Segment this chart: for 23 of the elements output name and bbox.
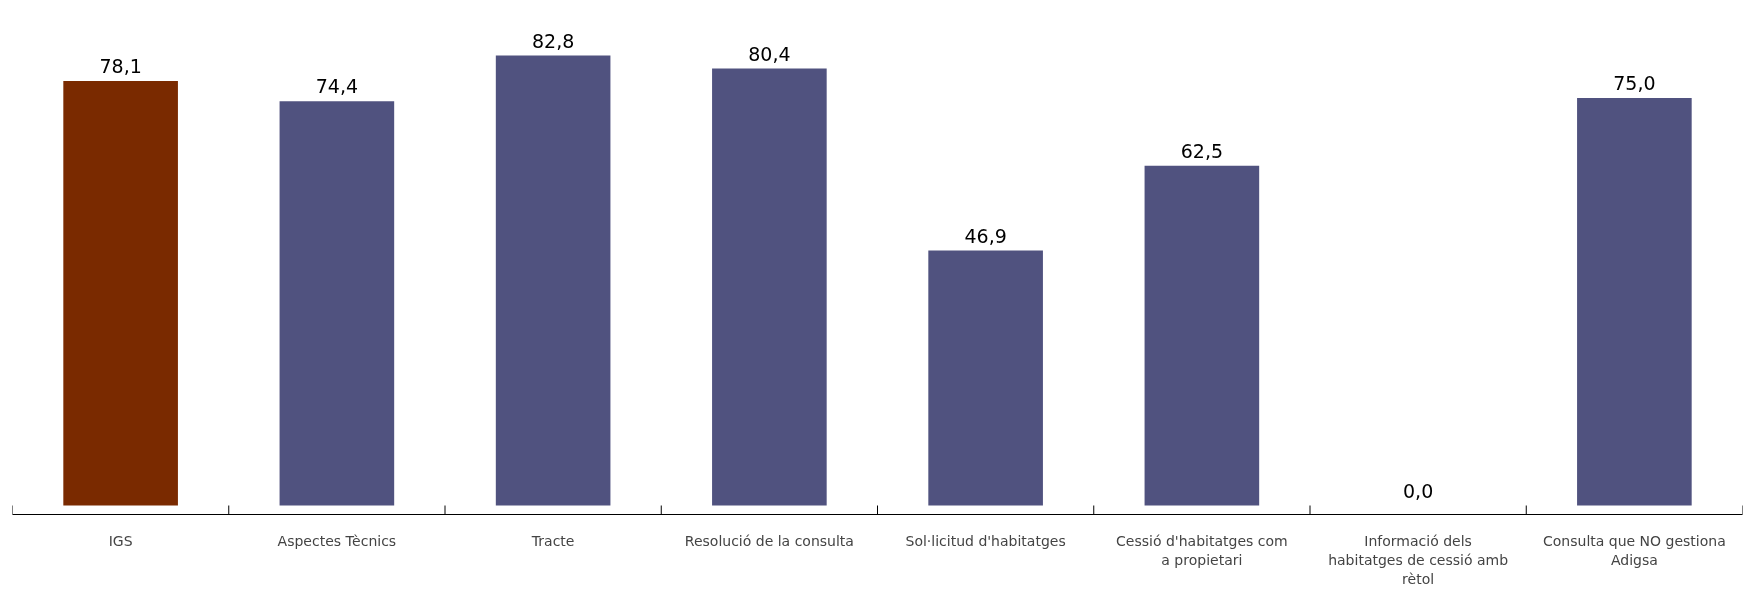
- data-label: 78,1: [99, 55, 142, 78]
- data-label: 75,0: [1613, 71, 1656, 94]
- bar: [928, 250, 1043, 506]
- bar: [1144, 165, 1260, 506]
- bar: [1577, 97, 1692, 506]
- data-label: 0,0: [1403, 479, 1434, 502]
- x-tick-label: Consulta que NO gestiona Adigsa: [1543, 532, 1726, 568]
- x-tick-label: Sol·licitud d'habitatges: [905, 532, 1066, 549]
- x-tick-label: Tracte: [530, 532, 575, 549]
- data-label: 80,4: [748, 42, 791, 65]
- data-label: 62,5: [1180, 139, 1224, 162]
- bar: [63, 81, 178, 506]
- data-label: 46,9: [964, 224, 1007, 247]
- bar: [495, 55, 611, 506]
- x-tick-label: Informació dels habitatges de cessió amb rètol: [1328, 532, 1509, 587]
- data-label: 74,4: [315, 75, 359, 98]
- x-tick-label: Aspectes Tècnics: [277, 532, 397, 549]
- x-tick-label: Cessió d'habitatges com a propietari: [1116, 532, 1288, 568]
- x-tick-label: Resolució de la consulta: [684, 532, 854, 549]
- data-label: 82,8: [531, 29, 575, 52]
- bar: [712, 68, 827, 506]
- bar: [279, 101, 395, 506]
- x-tick-label: IGS: [108, 532, 133, 549]
